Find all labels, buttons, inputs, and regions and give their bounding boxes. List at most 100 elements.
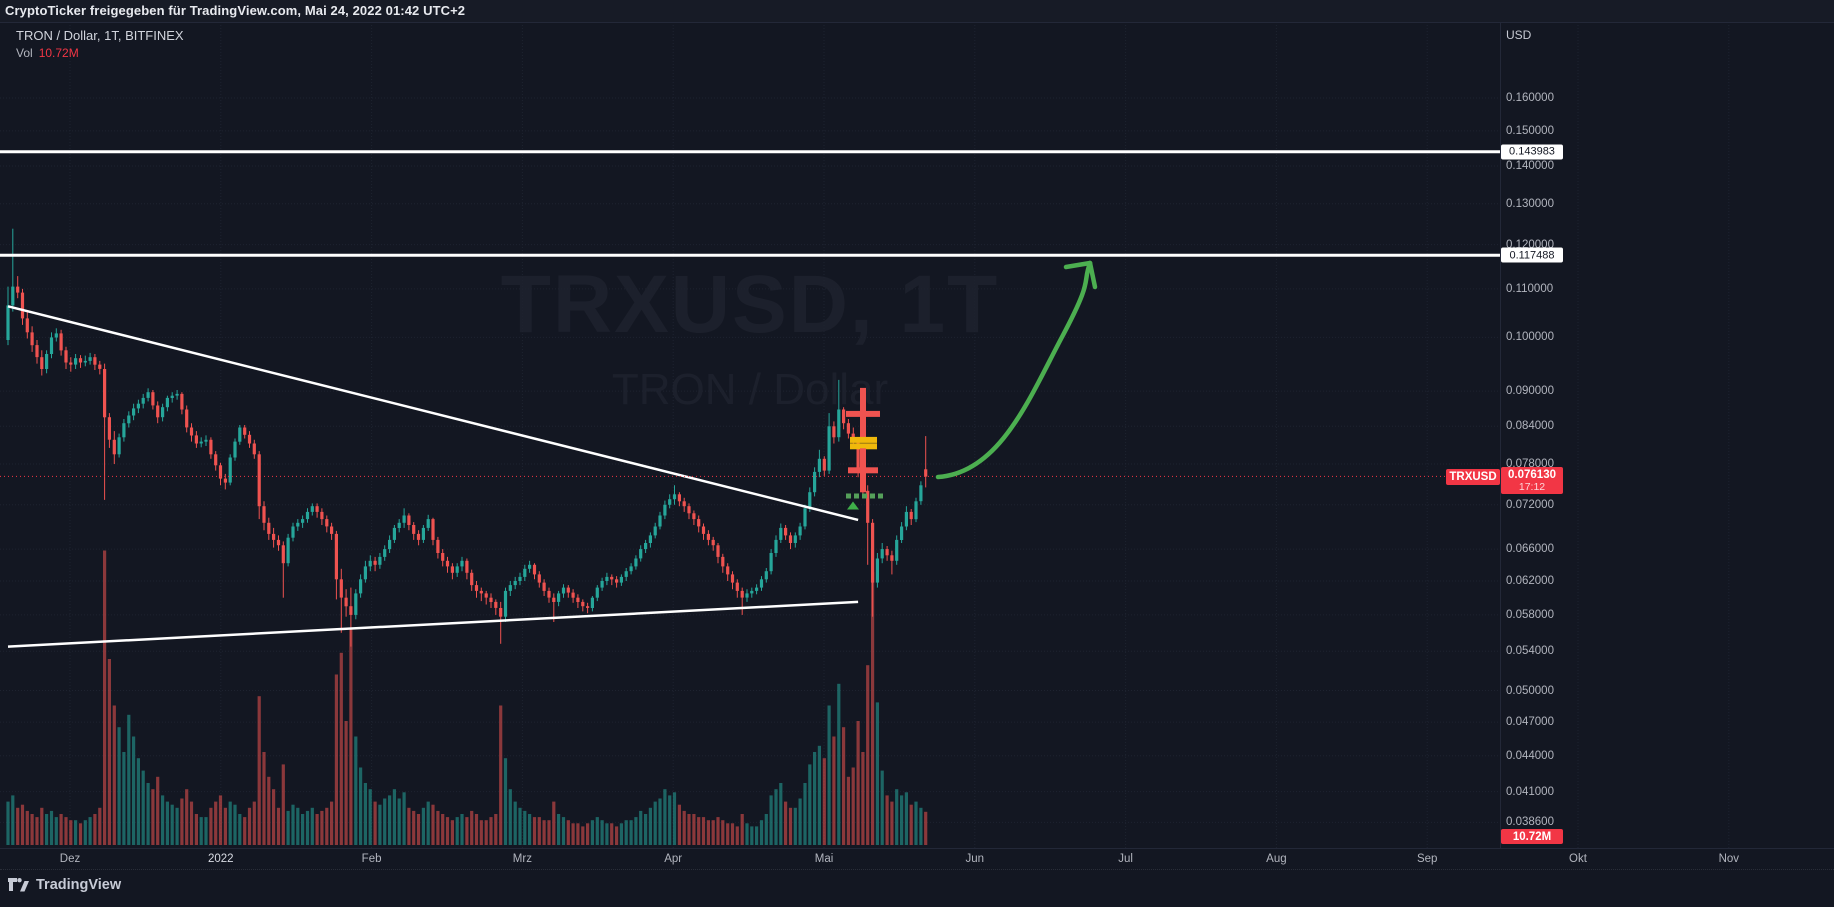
- price-tick-label: 0.110000: [1506, 282, 1554, 295]
- candle-body: [784, 527, 788, 536]
- candle-body: [600, 581, 604, 588]
- candle-body: [310, 506, 314, 512]
- volume-bar: [528, 814, 532, 845]
- volume-bar: [798, 798, 802, 845]
- volume-bar: [378, 804, 382, 845]
- volume-bar: [866, 665, 870, 845]
- candle-body: [595, 587, 599, 598]
- candle-body: [542, 582, 546, 591]
- volume-bar: [310, 807, 314, 845]
- candle-body: [247, 434, 252, 444]
- candle-body: [383, 549, 387, 557]
- tradingview-brand-text: TradingView: [36, 876, 122, 893]
- volume-bar: [474, 814, 479, 845]
- tradingview-attribution[interactable]: TradingView: [8, 876, 121, 893]
- volume-bar: [586, 823, 590, 845]
- time-tick-label: Dez: [59, 853, 81, 865]
- candle-body: [136, 403, 140, 409]
- candle-body: [305, 511, 310, 520]
- candle-body: [610, 576, 614, 580]
- candle-body: [122, 423, 126, 438]
- volume-legend[interactable]: Vol 10.72M: [16, 46, 79, 60]
- breakout-arrow[interactable]: [935, 260, 1093, 480]
- volume-bar: [692, 814, 696, 845]
- time-tick-label: 2022: [208, 853, 234, 865]
- candle-body: [441, 553, 445, 561]
- candle-body: [716, 545, 720, 557]
- candle-body: [672, 494, 677, 500]
- candle-body: [59, 333, 63, 351]
- volume-bar: [426, 801, 430, 845]
- volume-bar: [682, 810, 686, 845]
- volume-bar: [653, 801, 657, 845]
- candle-body: [692, 513, 696, 520]
- volume-bar: [523, 810, 527, 845]
- volume-bar: [238, 814, 242, 845]
- trendline-ascending-support[interactable]: [7, 600, 859, 648]
- candle-body: [204, 439, 208, 442]
- volume-bar: [392, 789, 396, 845]
- candle-body: [822, 458, 826, 471]
- candle-body: [639, 549, 643, 559]
- volume-label: Vol: [16, 46, 33, 60]
- volume-bar: [301, 814, 305, 845]
- price-tick-label: 0.041000: [1506, 785, 1554, 798]
- symbol-legend[interactable]: TRON / Dollar, 1T, BITFINEX: [16, 28, 184, 43]
- candle-body: [769, 553, 773, 572]
- candle-body: [837, 409, 841, 438]
- candle-body: [223, 478, 227, 483]
- volume-bar: [861, 752, 865, 845]
- candle-body: [774, 539, 778, 553]
- volume-bar: [35, 817, 39, 845]
- volume-bar: [83, 820, 87, 845]
- volume-bar: [383, 798, 387, 845]
- volume-bar: [914, 801, 918, 845]
- volume-bar: [900, 795, 904, 845]
- candle-body: [880, 549, 884, 559]
- candle-body: [827, 426, 831, 471]
- volume-bar: [784, 801, 788, 845]
- volume-bar: [895, 789, 899, 845]
- candle-body: [214, 454, 218, 466]
- volume-bar: [25, 810, 29, 845]
- volume-bar: [774, 789, 778, 845]
- candle-body: [127, 415, 131, 424]
- volume-bar: [706, 820, 710, 845]
- volume-bar: [842, 727, 846, 845]
- candle-body: [479, 590, 483, 594]
- volume-bar: [489, 817, 493, 845]
- volume-bar: [325, 807, 329, 845]
- candle-body: [759, 579, 764, 588]
- volume-bar: [132, 736, 136, 845]
- time-tick-label: Apr: [664, 853, 683, 865]
- volume-bar: [388, 795, 392, 845]
- volume-bar: [764, 814, 768, 845]
- candle-body: [832, 426, 836, 438]
- candle-body: [619, 576, 623, 583]
- candle-body: [426, 519, 430, 528]
- candle-body: [272, 533, 276, 540]
- candle-body: [634, 558, 638, 567]
- symbol-watermark: TRXUSD, 1T TRON / Dollar: [0, 264, 1500, 412]
- volume-bar: [701, 817, 706, 845]
- candle-body: [745, 593, 749, 598]
- time-tick-label: Jun: [965, 853, 985, 865]
- candle-body: [735, 582, 739, 591]
- candle-body: [175, 393, 179, 396]
- candle-body: [397, 522, 401, 528]
- candle-body: [25, 318, 29, 333]
- fib-0382-marker: [878, 493, 883, 499]
- candle-body: [6, 305, 10, 340]
- candle-body: [151, 392, 155, 406]
- candle-body: [658, 515, 662, 527]
- volume-bar: [769, 795, 773, 845]
- trendline-descending-resistance[interactable]: [7, 305, 859, 522]
- candle-body: [460, 560, 464, 567]
- candle-body: [407, 515, 411, 525]
- volume-bar: [88, 817, 92, 845]
- price-tick-label: 0.090000: [1506, 385, 1554, 398]
- candle-body: [701, 526, 706, 534]
- candle-body: [856, 441, 860, 470]
- candle-body: [581, 601, 585, 607]
